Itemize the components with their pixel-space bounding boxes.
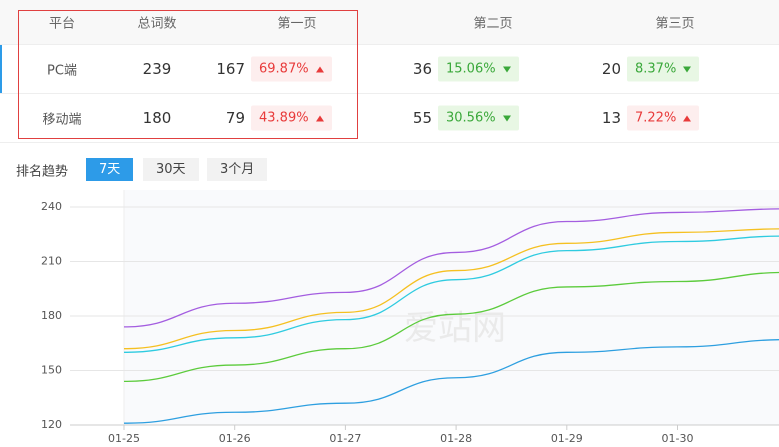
tabs-label: 排名趋势 xyxy=(16,164,69,180)
y-tick-label: 240 xyxy=(41,200,62,213)
column-header: 第二页 xyxy=(473,16,513,32)
percent: 69.87% xyxy=(259,61,309,77)
y-tick-label: 120 xyxy=(41,418,62,431)
range-tab[interactable]: 30天 xyxy=(143,158,199,181)
total-count: 239 xyxy=(142,60,172,78)
trend-arrow xyxy=(315,66,324,72)
watermark: 爱站网 xyxy=(404,309,506,349)
range-tab[interactable]: 7天 xyxy=(86,158,134,181)
x-tick-label: 01-29 xyxy=(551,432,583,445)
x-tick-label: 01-28 xyxy=(440,432,472,445)
x-tick-label: 01-26 xyxy=(219,432,251,445)
x-tick-label: 01-30 xyxy=(662,432,694,445)
total-count: 180 xyxy=(142,109,172,127)
platform: PC端 xyxy=(47,63,77,79)
percent-badge: 15.06% xyxy=(438,56,519,82)
column-header: 第三页 xyxy=(655,16,695,32)
row-divider xyxy=(0,93,779,94)
percent: 7.22% xyxy=(635,110,677,126)
series-line xyxy=(123,235,779,353)
percent-badge: 69.87% xyxy=(251,56,332,82)
trend-arrow xyxy=(502,115,511,121)
y-tick-label: 150 xyxy=(41,364,62,377)
page-count: 79 xyxy=(225,109,245,127)
highlight-box xyxy=(18,10,358,139)
trend-arrow xyxy=(683,66,692,72)
page-count: 167 xyxy=(216,60,245,78)
series-line xyxy=(123,208,779,328)
platform: 移动端 xyxy=(42,112,82,128)
column-header: 第一页 xyxy=(277,16,317,32)
percent-badge: 7.22% xyxy=(627,105,700,131)
x-tick-label: 01-25 xyxy=(108,432,140,445)
active-row-marker xyxy=(0,45,2,93)
series-line xyxy=(123,228,779,350)
y-tick-label: 180 xyxy=(41,309,62,322)
percent: 43.89% xyxy=(259,110,309,126)
page-count: 20 xyxy=(601,60,621,78)
x-tick-label: 01-27 xyxy=(329,432,361,445)
page-count: 36 xyxy=(412,60,432,78)
header-row-bg xyxy=(0,0,779,45)
y-tick-label: 210 xyxy=(41,255,62,268)
row-divider xyxy=(0,142,779,143)
trend-arrow xyxy=(683,115,692,121)
percent-badge: 43.89% xyxy=(251,105,332,131)
percent: 8.37% xyxy=(635,61,677,77)
page-count: 13 xyxy=(601,109,621,127)
trend-arrow xyxy=(315,115,324,121)
percent-badge: 8.37% xyxy=(627,56,700,82)
page-count: 55 xyxy=(412,109,432,127)
series-line xyxy=(123,271,779,383)
percent: 30.56% xyxy=(446,110,496,126)
percent-badge: 30.56% xyxy=(438,105,519,131)
column-header: 总词数 xyxy=(137,16,177,32)
range-tab[interactable]: 3个月 xyxy=(207,158,268,181)
percent: 15.06% xyxy=(446,61,496,77)
trend-arrow xyxy=(502,66,511,72)
plot-background xyxy=(124,190,779,425)
column-header: 平台 xyxy=(48,16,76,32)
series-line xyxy=(123,339,779,424)
